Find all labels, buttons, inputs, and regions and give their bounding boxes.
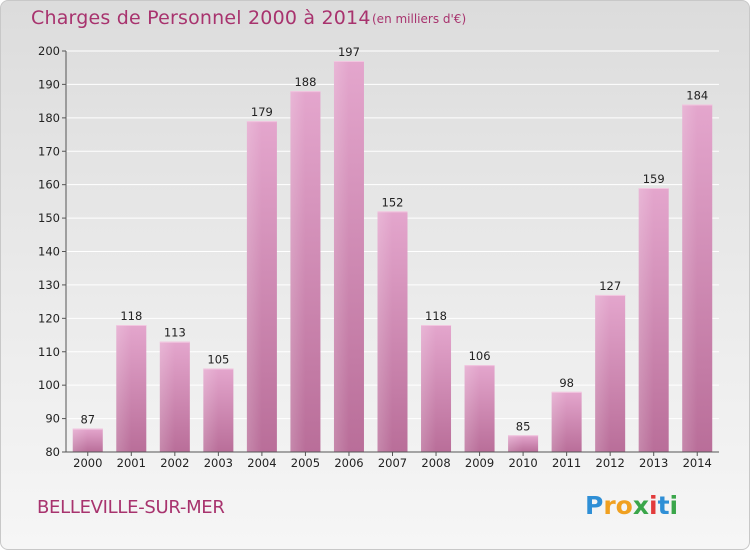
y-tick-label: 140 — [38, 245, 60, 259]
y-tick-label: 200 — [38, 44, 60, 58]
bar-value-label: 179 — [251, 105, 273, 119]
logo-letter: i — [649, 491, 658, 520]
bar-highlight — [508, 435, 524, 452]
bar-value-label: 98 — [559, 376, 574, 390]
logo-letter: o — [615, 491, 633, 520]
bar-highlight — [290, 91, 306, 452]
bar-value-label: 85 — [516, 419, 531, 433]
bar-value-label: 127 — [599, 279, 621, 293]
y-tick-label: 80 — [45, 445, 60, 459]
chart-title: Charges de Personnel 2000 à 2014 — [31, 7, 371, 29]
bar-value-label: 188 — [294, 75, 316, 89]
bar-value-label: 184 — [686, 88, 708, 102]
x-tick-label: 2011 — [552, 456, 581, 470]
x-tick-label: 2001 — [117, 456, 146, 470]
x-tick-label: 2014 — [683, 456, 712, 470]
bar-value-label: 106 — [469, 349, 491, 363]
bar-highlight — [333, 61, 349, 453]
x-tick-label: 2013 — [639, 456, 668, 470]
y-tick-label: 170 — [38, 144, 60, 158]
bar-highlight — [638, 188, 654, 452]
bar-highlight — [159, 341, 175, 452]
y-tick-label: 180 — [38, 111, 60, 125]
bar-highlight — [421, 325, 437, 452]
x-tick-label: 2006 — [334, 456, 363, 470]
bar-highlight — [595, 294, 611, 452]
bar-value-label: 118 — [120, 309, 142, 323]
commune-name: BELLEVILLE-SUR-MER — [37, 497, 225, 518]
bar-value-label: 87 — [80, 413, 95, 427]
bar-value-label: 159 — [643, 172, 665, 186]
bar-value-label: 113 — [164, 326, 186, 340]
x-tick-label: 2008 — [421, 456, 450, 470]
bar-highlight — [203, 368, 219, 452]
x-tick-label: 2005 — [291, 456, 320, 470]
bar-highlight — [464, 365, 480, 452]
x-tick-label: 2002 — [160, 456, 189, 470]
x-tick-label: 2004 — [247, 456, 276, 470]
logo-letter: x — [632, 491, 649, 520]
logo-letter: t — [657, 491, 670, 520]
logo-letter: i — [669, 491, 679, 520]
y-tick-label: 130 — [38, 278, 60, 292]
bar-highlight — [116, 325, 132, 452]
bar-highlight — [682, 104, 698, 452]
logo-letter: P — [585, 491, 604, 520]
x-tick-label: 2009 — [465, 456, 494, 470]
bar-value-label: 152 — [382, 195, 404, 209]
bar-value-label: 197 — [338, 45, 360, 59]
bar-highlight — [246, 121, 262, 453]
proxiti-logo: Proxiti — [585, 491, 678, 520]
x-tick-label: 2010 — [508, 456, 537, 470]
x-tick-label: 2003 — [204, 456, 233, 470]
logo-letter: r — [603, 491, 616, 520]
bar-value-label: 105 — [207, 352, 229, 366]
x-tick-label: 2012 — [596, 456, 625, 470]
bar-value-label: 118 — [425, 309, 447, 323]
x-tick-label: 2000 — [73, 456, 102, 470]
bar-highlight — [551, 391, 567, 452]
chart-subtitle: (en milliers d'€) — [372, 12, 467, 26]
y-tick-label: 190 — [38, 77, 60, 91]
y-tick-label: 160 — [38, 178, 60, 192]
y-tick-label: 110 — [38, 345, 60, 359]
y-tick-label: 120 — [38, 311, 60, 325]
bar-highlight — [377, 211, 393, 452]
y-tick-label: 150 — [38, 211, 60, 225]
bar-highlight — [72, 428, 88, 452]
x-tick-label: 2007 — [378, 456, 407, 470]
y-tick-label: 90 — [45, 412, 60, 426]
y-tick-label: 100 — [38, 378, 60, 392]
